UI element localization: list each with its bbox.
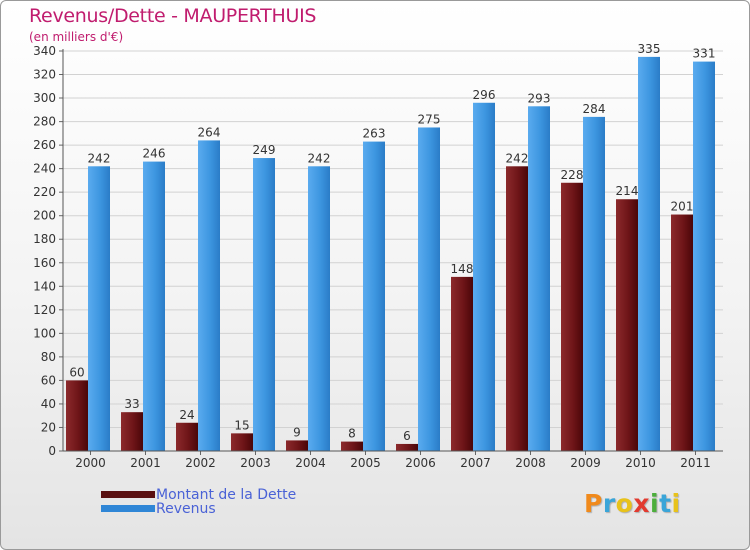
bar-dette-label-2005: 8 [348,427,356,441]
bar-dette-2005 [341,441,363,451]
bar-revenus-label-2001: 246 [143,147,166,161]
y-tick-label: 240 [33,162,56,176]
x-tick-label-2001: 2001 [130,456,161,470]
y-tick-label: 140 [33,279,56,293]
bar-revenus-label-2006: 275 [418,112,441,126]
y-tick-label: 340 [33,44,56,58]
bar-dette-label-2002: 24 [179,408,194,422]
bar-dette-label-2008: 242 [506,151,529,165]
y-tick-label: 300 [33,91,56,105]
y-tick-label: 280 [33,115,56,129]
legend-label-dette: Montant de la Dette [156,487,297,503]
legend-swatch-dette [101,491,155,498]
bar-revenus-label-2008: 293 [528,91,551,105]
proxiti-logo: Proxiti [584,489,681,518]
logo-letter: P [584,489,603,518]
bar-revenus-2005 [363,141,385,451]
bar-dette-2007 [451,276,473,451]
x-tick-label-2009: 2009 [570,456,601,470]
y-tick-label: 180 [33,232,56,246]
bar-dette-2011 [671,214,693,451]
bar-revenus-2011 [693,61,715,452]
bar-revenus-label-2003: 249 [253,143,276,157]
bar-revenus-label-2002: 264 [198,125,221,139]
logo-letter: x [633,489,650,518]
bar-revenus-label-2010: 335 [638,42,661,56]
x-tick-label-2004: 2004 [295,456,326,470]
logo-letter: i [671,489,681,518]
bar-revenus-2002 [198,140,220,452]
y-tick-label: 260 [33,138,56,152]
bar-dette-label-2010: 214 [616,184,639,198]
bar-revenus-2009 [583,116,605,451]
logo-letter: o [615,489,634,518]
x-tick-label-2002: 2002 [185,456,216,470]
bar-revenus-2006 [418,127,440,452]
y-tick-label: 320 [33,68,56,82]
y-tick-label: 220 [33,185,56,199]
logo-letter: t [659,489,672,518]
chart-title: Revenus/Dette - MAUPERTHUIS [29,5,317,27]
bar-dette-2002 [176,422,198,451]
bar-dette-2000 [66,380,88,451]
x-tick-label-2005: 2005 [350,456,381,470]
logo-letter: i [650,489,660,518]
bar-dette-label-2004: 9 [293,425,301,439]
y-tick-label: 0 [48,444,56,458]
bar-dette-2003 [231,433,253,451]
bar-revenus-label-2005: 263 [363,127,386,141]
bar-revenus-label-2011: 331 [693,47,716,61]
bar-revenus-2008 [528,106,550,451]
legend-swatch-revenus [101,505,155,512]
y-tick-label: 160 [33,256,56,270]
y-tick-label: 100 [33,326,56,340]
bar-revenus-2003 [253,158,275,451]
bar-revenus-label-2009: 284 [583,102,606,116]
x-tick-label-2006: 2006 [405,456,436,470]
bar-dette-label-2006: 6 [403,429,411,443]
bar-revenus-2000 [88,166,110,451]
bar-dette-label-2001: 33 [124,397,139,411]
y-tick-label: 80 [41,350,56,364]
bar-dette-2010 [616,199,638,451]
bar-revenus-label-2000: 242 [88,151,111,165]
bar-revenus-label-2004: 242 [308,151,331,165]
y-tick-label: 20 [41,420,56,434]
bar-dette-2008 [506,166,528,451]
bar-dette-label-2003: 15 [234,418,249,432]
bar-dette-label-2011: 201 [671,200,694,214]
x-tick-label-2003: 2003 [240,456,271,470]
bar-revenus-2007 [473,102,495,451]
y-tick-label: 200 [33,209,56,223]
bar-dette-label-2009: 228 [561,168,584,182]
bar-dette-2009 [561,182,583,451]
x-tick-label-2000: 2000 [75,456,106,470]
x-tick-label-2007: 2007 [460,456,491,470]
logo-letter: r [602,489,616,518]
y-tick-label: 60 [41,373,56,387]
bar-dette-2006 [396,443,418,451]
chart-subtitle: (en milliers d'€) [29,30,124,44]
bar-revenus-2001 [143,161,165,451]
bar-dette-label-2000: 60 [69,365,84,379]
x-tick-label-2011: 2011 [680,456,711,470]
bar-dette-2001 [121,412,143,451]
x-tick-label-2010: 2010 [625,456,656,470]
legend-label-revenus: Revenus [156,501,216,517]
bar-dette-2004 [286,440,308,451]
y-tick-label: 40 [41,397,56,411]
y-tick-label: 120 [33,303,56,317]
bar-revenus-label-2007: 296 [473,88,496,102]
bar-revenus-2010 [638,56,660,451]
bar-revenus-2004 [308,166,330,451]
x-tick-label-2008: 2008 [515,456,546,470]
bar-dette-label-2007: 148 [451,262,474,276]
